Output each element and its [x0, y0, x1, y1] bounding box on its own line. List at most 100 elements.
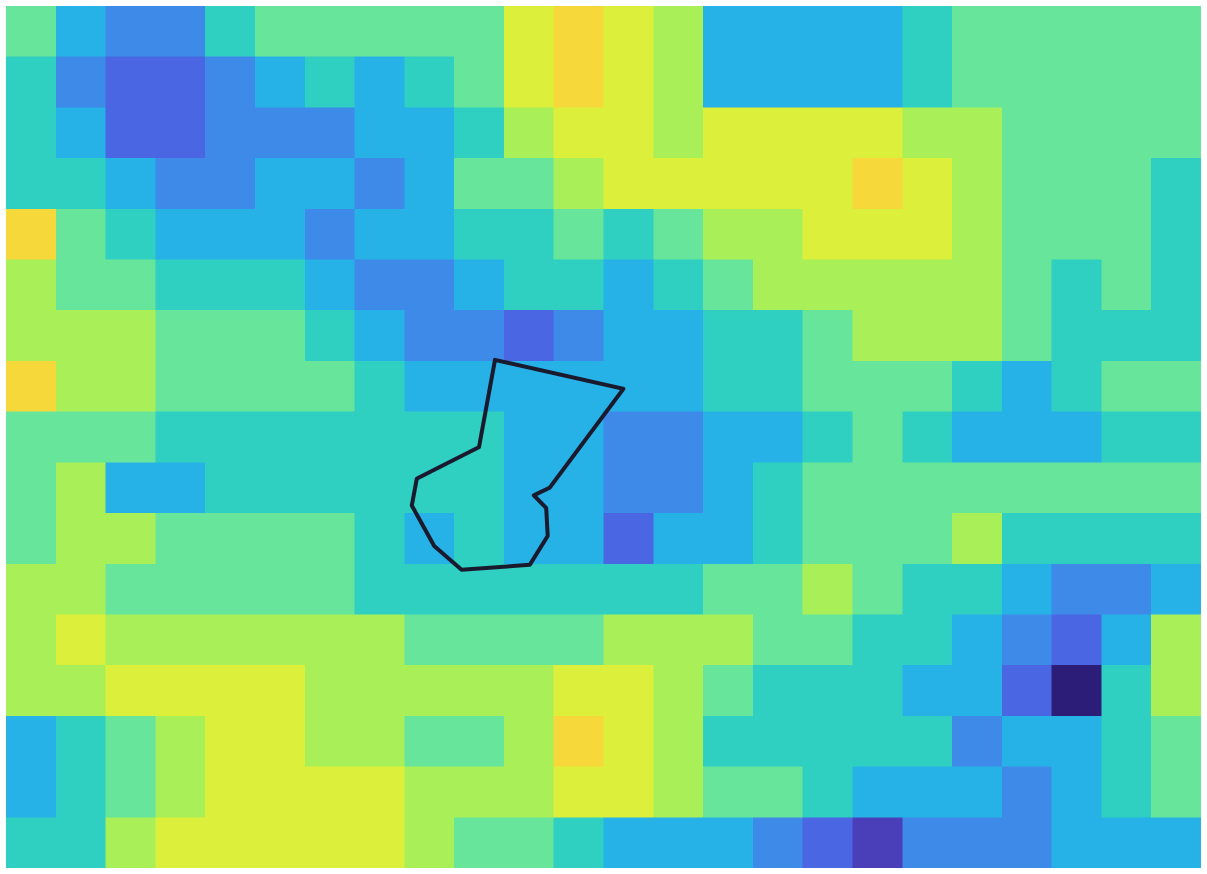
heatmap-cell	[902, 665, 953, 717]
heatmap-cell	[304, 259, 356, 311]
heatmap-cell	[55, 715, 107, 768]
heatmap-cell	[1051, 513, 1103, 565]
heatmap-cell	[503, 665, 555, 717]
heatmap-cell	[354, 715, 405, 768]
heatmap-cell	[902, 766, 953, 818]
heatmap-cell	[354, 513, 405, 565]
heatmap-cell	[603, 462, 654, 514]
heatmap-cell	[553, 158, 605, 210]
heatmap-cell	[653, 513, 704, 565]
heatmap-cell	[603, 259, 654, 311]
heatmap-cell	[304, 310, 356, 362]
heatmap-cell	[653, 563, 704, 616]
heatmap-cell	[254, 259, 306, 311]
heatmap-cell	[6, 817, 57, 868]
heatmap-cell	[404, 6, 455, 58]
heatmap-cell	[454, 715, 505, 768]
heatmap-cell	[852, 6, 903, 58]
heatmap-cell	[1151, 665, 1201, 717]
heatmap-cell	[6, 208, 57, 261]
heatmap-cell	[304, 817, 356, 868]
heatmap-cell	[454, 462, 505, 514]
heatmap-cell	[802, 614, 854, 666]
heatmap-cell	[6, 310, 57, 362]
heatmap-cell	[354, 107, 405, 159]
heatmap-cell	[952, 107, 1003, 159]
heatmap-cell	[6, 6, 57, 58]
heatmap-cell	[902, 462, 953, 514]
heatmap-cell	[304, 715, 356, 768]
heatmap-cell	[1051, 817, 1103, 868]
heatmap-cell	[703, 462, 754, 514]
heatmap-cell	[952, 715, 1003, 768]
heatmap-cell	[404, 614, 455, 666]
heatmap-cell	[1001, 310, 1053, 362]
heatmap-cell	[454, 665, 505, 717]
heatmap-cell	[354, 208, 405, 261]
heatmap-cell	[454, 513, 505, 565]
heatmap-cell	[1001, 614, 1053, 666]
heatmap-cell	[603, 411, 654, 463]
heatmap-cell	[1051, 310, 1103, 362]
heatmap-cell	[703, 360, 754, 413]
heatmap-cell	[902, 563, 953, 616]
heatmap-cell	[802, 107, 854, 159]
heatmap-cell	[254, 665, 306, 717]
heatmap-cell	[205, 411, 256, 463]
heatmap-cell	[752, 310, 804, 362]
heatmap-cell	[653, 715, 704, 768]
heatmap-cell	[1151, 766, 1201, 818]
heatmap-cell	[304, 665, 356, 717]
heatmap-cell	[752, 107, 804, 159]
heatmap-cell	[952, 462, 1003, 514]
heatmap-cell	[503, 56, 555, 109]
heatmap-cell	[752, 56, 804, 109]
heatmap-cell	[752, 208, 804, 261]
heatmap-cell	[1151, 208, 1201, 261]
overlay-layer	[409, 357, 626, 572]
heatmap-cell	[6, 360, 57, 413]
heatmap-cell	[902, 56, 953, 109]
heatmap-cell	[254, 360, 306, 413]
heatmap-cell	[404, 107, 455, 159]
heatmap-cell	[503, 817, 555, 868]
heatmap-cell	[902, 360, 953, 413]
heatmap-cell	[653, 411, 704, 463]
heatmap-cell	[802, 56, 854, 109]
heatmap-cell	[553, 56, 605, 109]
heatmap-cell	[1001, 462, 1053, 514]
heatmap-cell	[703, 665, 754, 717]
heatmap-cell	[703, 411, 754, 463]
heatmap-cell	[902, 208, 953, 261]
heatmap-cell	[1101, 614, 1152, 666]
heatmap-cell	[603, 158, 654, 210]
heatmap-cell	[553, 411, 605, 463]
heatmap-cell	[503, 715, 555, 768]
heatmap-cell	[1051, 107, 1103, 159]
heatmap-cell	[6, 411, 57, 463]
heatmap-cell	[852, 259, 903, 311]
heatmap-cell	[802, 411, 854, 463]
heatmap-cell	[105, 614, 156, 666]
heatmap-cell	[354, 411, 405, 463]
heatmap-cell	[802, 6, 854, 58]
heatmap-cell	[105, 411, 156, 463]
heatmap-cell	[254, 513, 306, 565]
heatmap-cell	[1051, 665, 1103, 717]
heatmap-cell	[454, 817, 505, 868]
heatmap-cell	[503, 208, 555, 261]
heatmap-cell	[1001, 563, 1053, 616]
heatmap-cell	[503, 614, 555, 666]
heatmap-cell	[404, 665, 455, 717]
heatmap-cell	[205, 360, 256, 413]
heatmap-cell	[304, 360, 356, 413]
heatmap-cell	[1151, 715, 1201, 768]
heatmap-cell	[55, 208, 107, 261]
heatmap-cell	[1001, 107, 1053, 159]
heatmap-cell	[155, 310, 206, 362]
heatmap-cell	[852, 665, 903, 717]
heatmap-cell	[603, 107, 654, 159]
heatmap-cell	[1151, 259, 1201, 311]
heatmap-cell	[205, 107, 256, 159]
heatmap-cell	[454, 158, 505, 210]
